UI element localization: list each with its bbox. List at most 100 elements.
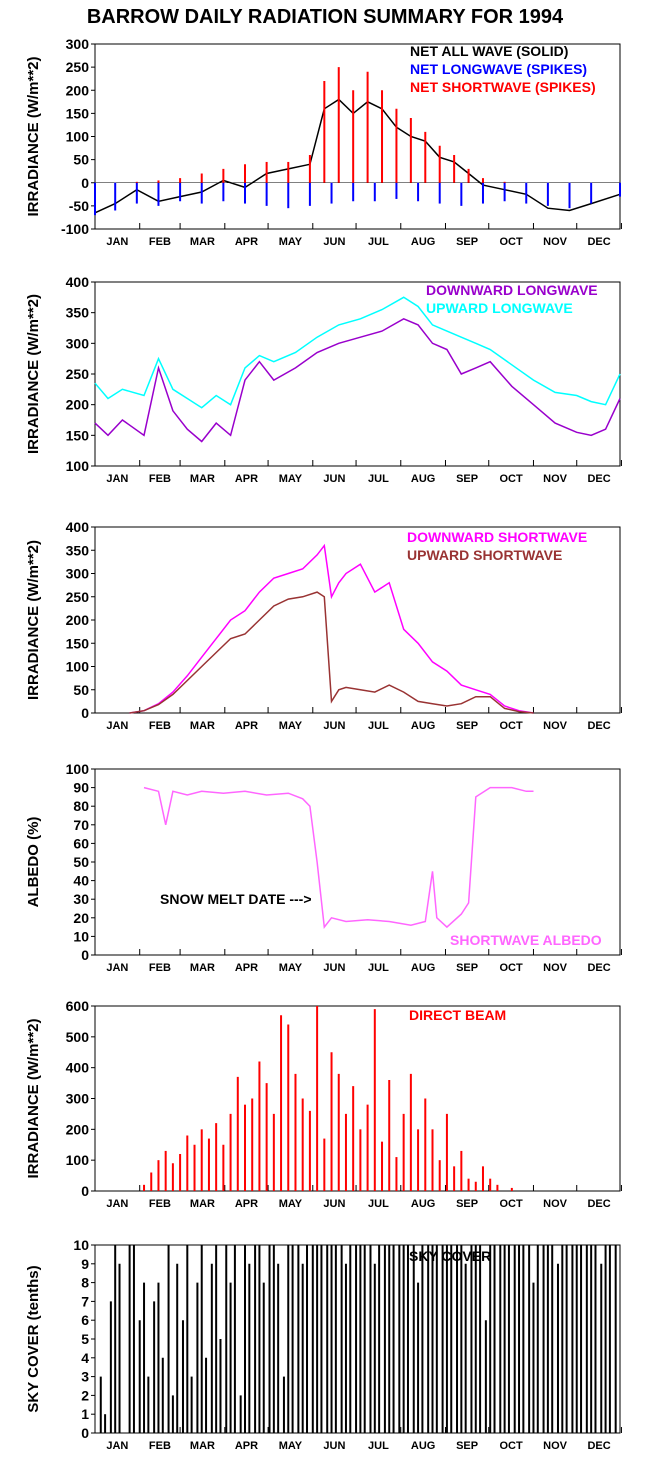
x-tick-label: DEC xyxy=(587,236,610,248)
x-tick-label: DEC xyxy=(587,720,610,732)
y-tick-label: 600 xyxy=(66,998,90,1014)
x-tick-label: JUN xyxy=(323,962,345,974)
y-tick-label: 300 xyxy=(66,1091,90,1107)
x-tick-label: JAN xyxy=(106,473,128,485)
x-tick-label: JUL xyxy=(368,1198,389,1210)
x-tick-label: SEP xyxy=(456,236,478,248)
y-tick-label: 0 xyxy=(81,175,89,191)
x-tick-label: NOV xyxy=(543,236,568,248)
y-axis-label: IRRADIANCE (W/m**2) xyxy=(25,56,42,216)
x-tick-label: FEB xyxy=(149,236,171,248)
y-tick-label: 80 xyxy=(73,798,89,814)
x-tick-label: MAY xyxy=(279,473,303,485)
y-tick-label: -100 xyxy=(61,221,89,237)
data-line-net-0 xyxy=(94,98,621,214)
x-tick-label: MAY xyxy=(279,720,303,732)
y-tick-label: 300 xyxy=(66,36,90,52)
x-tick-label: FEB xyxy=(149,473,171,485)
y-axis-label: IRRADIANCE (W/m**2) xyxy=(25,1018,42,1178)
y-tick-label: 200 xyxy=(66,397,90,413)
x-tick-label: MAY xyxy=(279,1440,303,1452)
x-tick-label: MAR xyxy=(190,962,215,974)
x-tick-label: JUN xyxy=(323,236,345,248)
x-tick-label: FEB xyxy=(149,720,171,732)
y-tick-label: 0 xyxy=(81,1183,89,1199)
x-tick-label: JAN xyxy=(106,236,128,248)
y-tick-label: 500 xyxy=(66,1029,90,1045)
y-tick-label: 7 xyxy=(81,1293,89,1309)
data-line-longwave-1 xyxy=(94,296,621,409)
x-tick-label: OCT xyxy=(499,236,523,248)
x-tick-label: JUL xyxy=(368,720,389,732)
y-tick-label: 200 xyxy=(66,1121,90,1137)
x-tick-label: APR xyxy=(235,1440,258,1452)
chart-panel-albedo: 0 10 20 30 40 50 60 70 80 90 100 ALBEDO (%) JAN FEB MA… xyxy=(25,761,622,974)
x-tick-label: OCT xyxy=(499,962,523,974)
legend-label: UPWARD LONGWAVE xyxy=(426,300,573,316)
x-tick-label: FEB xyxy=(149,1198,171,1210)
y-tick-label: 250 xyxy=(66,366,90,382)
x-tick-label: JUN xyxy=(323,1198,345,1210)
y-axis-label: ALBEDO (%) xyxy=(25,817,42,908)
x-tick-label: JUN xyxy=(323,720,345,732)
x-tick-label: MAR xyxy=(190,1198,215,1210)
chart-panel-direct: 0 100 200 300 400 500 600 IRRADIANCE (W/m**2) JA… xyxy=(25,998,622,1210)
x-tick-label: NOV xyxy=(543,1198,568,1210)
data-line-longwave-0 xyxy=(94,317,621,443)
x-tick-label: DEC xyxy=(587,962,610,974)
legend-label: DOWNWARD SHORTWAVE xyxy=(407,529,587,545)
x-tick-label: SEP xyxy=(456,720,478,732)
x-tick-label: FEB xyxy=(149,1440,171,1452)
y-tick-label: 6 xyxy=(81,1312,89,1328)
legend-label: NET LONGWAVE (SPIKES) xyxy=(410,61,587,77)
x-tick-label: OCT xyxy=(499,1198,523,1210)
y-tick-label: 350 xyxy=(66,542,90,558)
y-tick-label: 100 xyxy=(66,458,90,474)
data-line-shortwave-0 xyxy=(129,543,534,714)
x-tick-label: APR xyxy=(235,473,258,485)
y-tick-label: 90 xyxy=(73,780,89,796)
x-tick-label: SEP xyxy=(456,962,478,974)
x-tick-label: MAR xyxy=(190,1440,215,1452)
x-tick-label: MAR xyxy=(190,473,215,485)
x-tick-label: NOV xyxy=(543,1440,568,1452)
x-tick-label: JUL xyxy=(368,1440,389,1452)
y-tick-label: 1 xyxy=(81,1406,89,1422)
y-tick-label: 300 xyxy=(66,566,90,582)
x-tick-label: AUG xyxy=(411,720,435,732)
y-tick-label: 350 xyxy=(66,305,90,321)
x-tick-label: OCT xyxy=(499,473,523,485)
legend-label: NET SHORTWAVE (SPIKES) xyxy=(410,79,596,95)
y-tick-label: 5 xyxy=(81,1331,89,1347)
y-axis-label: SKY COVER (tenths) xyxy=(25,1265,42,1412)
y-tick-label: 70 xyxy=(73,817,89,833)
y-tick-label: 50 xyxy=(73,152,89,168)
legend-label: NET ALL WAVE (SOLID) xyxy=(410,43,568,59)
y-tick-label: 300 xyxy=(66,335,90,351)
y-axis-label: IRRADIANCE (W/m**2) xyxy=(25,540,42,700)
y-tick-label: 20 xyxy=(73,910,89,926)
x-tick-label: AUG xyxy=(411,473,435,485)
x-tick-label: MAY xyxy=(279,1198,303,1210)
legend-label: UPWARD SHORTWAVE xyxy=(407,547,562,563)
x-tick-label: MAY xyxy=(279,962,303,974)
y-tick-label: 3 xyxy=(81,1369,89,1385)
y-tick-label: 4 xyxy=(81,1350,89,1366)
y-tick-label: 40 xyxy=(73,873,89,889)
legend-label: SHORTWAVE ALBEDO xyxy=(450,932,602,948)
y-tick-label: 50 xyxy=(73,854,89,870)
x-tick-label: NOV xyxy=(543,720,568,732)
data-line-shortwave-1 xyxy=(129,591,534,714)
y-axis-label: IRRADIANCE (W/m**2) xyxy=(25,294,42,454)
x-tick-label: NOV xyxy=(543,473,568,485)
chart-panel-longwave: 100 150 200 250 300 350 400 IRRADIANCE (W/m**2)… xyxy=(25,274,622,485)
y-tick-label: 250 xyxy=(66,59,90,75)
y-tick-label: 0 xyxy=(81,947,89,963)
x-tick-label: JUN xyxy=(323,473,345,485)
y-tick-label: 2 xyxy=(81,1387,89,1403)
y-tick-label: 8 xyxy=(81,1275,89,1291)
x-tick-label: APR xyxy=(235,962,258,974)
x-tick-label: DEC xyxy=(587,473,610,485)
x-tick-label: MAR xyxy=(190,236,215,248)
y-tick-label: 400 xyxy=(66,519,90,535)
